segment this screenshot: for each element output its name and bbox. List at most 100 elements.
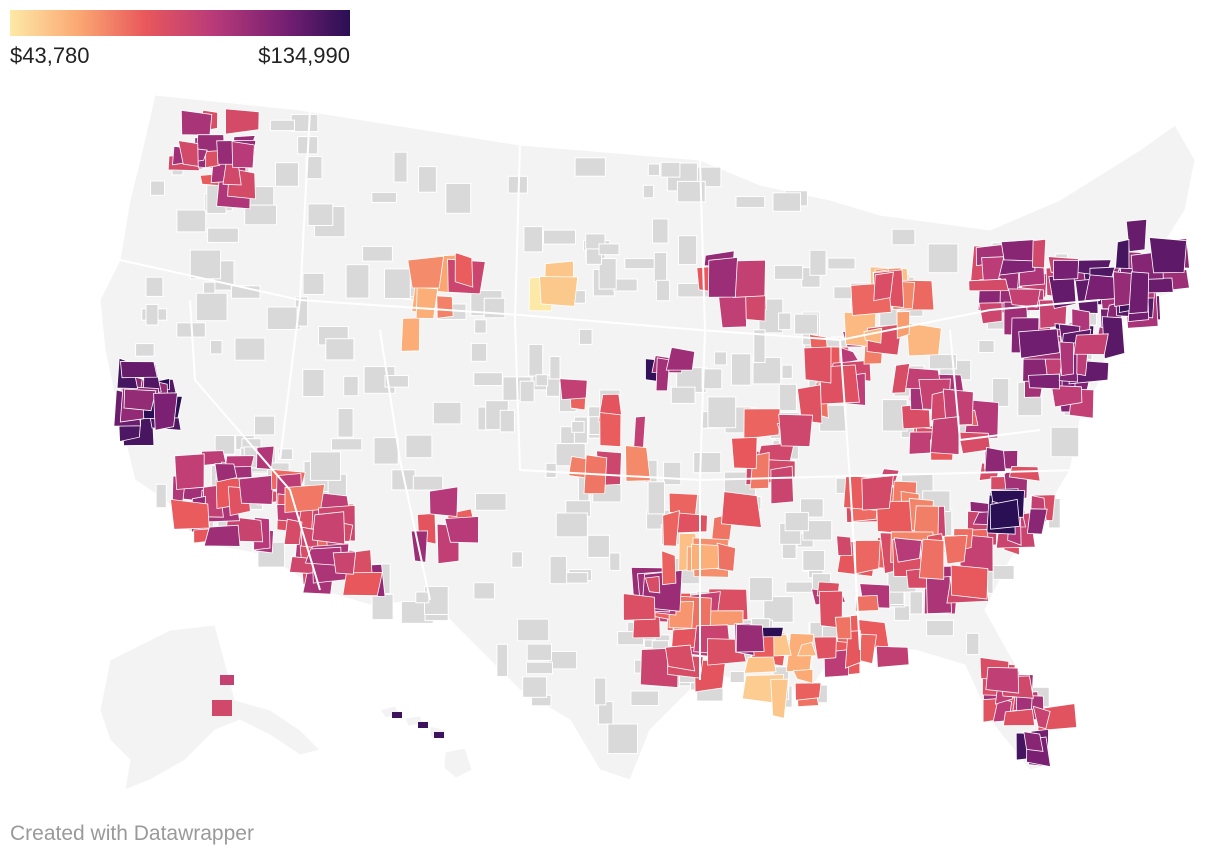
metro-area	[633, 415, 646, 451]
no-data-area	[528, 343, 544, 377]
metro-area	[407, 255, 445, 289]
metro-area	[743, 656, 777, 674]
metro-area	[957, 431, 991, 455]
no-data-area	[753, 329, 766, 363]
no-data-area	[778, 312, 792, 331]
no-data-area	[371, 191, 397, 203]
metro-area	[622, 593, 656, 621]
no-data-area	[474, 492, 507, 511]
metro-area	[238, 474, 275, 505]
metro-area	[1128, 271, 1150, 315]
no-data-area	[624, 258, 655, 270]
metro-area	[1050, 385, 1083, 408]
metro-areas	[113, 108, 1190, 768]
no-data-area	[613, 278, 638, 292]
no-data-area	[254, 415, 276, 436]
no-data-area	[525, 661, 554, 675]
no-data-area	[371, 593, 394, 621]
state-border	[513, 144, 701, 481]
no-data-area	[393, 151, 408, 183]
state-border	[699, 159, 707, 680]
state-border	[839, 339, 861, 651]
no-data-area	[891, 228, 916, 246]
no-data-area	[991, 378, 1010, 407]
metro-area	[1148, 237, 1188, 274]
metro-area	[875, 645, 910, 668]
no-data-area	[307, 203, 334, 226]
metro-area	[861, 475, 894, 511]
no-data-area	[474, 319, 487, 334]
no-data-area	[785, 581, 817, 593]
no-data-area	[549, 555, 568, 585]
no-data-area	[598, 258, 617, 290]
metro-area	[220, 675, 234, 685]
metro-area	[644, 575, 661, 594]
no-data-area	[310, 451, 341, 481]
metro-area	[429, 486, 459, 517]
metro-area	[256, 445, 275, 470]
state-border	[699, 469, 1081, 481]
metro-area	[1052, 259, 1080, 281]
metro-area	[942, 388, 974, 427]
no-data-area	[543, 229, 576, 245]
metro-area	[770, 465, 794, 505]
no-data-area	[585, 248, 602, 265]
metro-area	[1007, 288, 1041, 308]
no-data-area	[275, 162, 299, 187]
metro-area	[665, 346, 696, 371]
no-data-area	[730, 353, 752, 386]
metro-area	[283, 518, 303, 545]
metro-area	[794, 682, 822, 701]
no-data-area	[384, 268, 411, 299]
no-data-area	[773, 264, 804, 280]
state-border	[119, 259, 841, 341]
metro-area	[968, 278, 1010, 292]
metro-area	[1032, 238, 1047, 269]
metro-area	[174, 453, 205, 490]
no-data-area	[325, 338, 355, 361]
metro-area	[342, 571, 383, 597]
metro-area	[918, 538, 945, 580]
metro-area	[214, 463, 238, 483]
no-data-area	[473, 372, 503, 387]
no-data-area	[784, 511, 809, 532]
no-data-area	[827, 257, 856, 270]
state-border	[379, 329, 431, 601]
no-data-area	[266, 306, 298, 330]
metro-area	[1115, 239, 1130, 269]
metro-area	[655, 357, 671, 392]
no-data-area	[670, 386, 696, 404]
metro-area	[434, 732, 444, 738]
no-data-area	[607, 723, 638, 755]
metro-area	[170, 498, 210, 530]
metro-area	[120, 361, 158, 379]
metro-area	[1059, 341, 1074, 377]
metro-area	[943, 534, 968, 565]
no-data-area	[574, 157, 606, 177]
no-data-area	[909, 591, 923, 615]
metro-area	[735, 624, 765, 653]
metro-area	[978, 302, 1003, 325]
no-data-area	[966, 632, 980, 656]
no-data-area	[278, 448, 294, 460]
metro-area	[984, 446, 1007, 474]
no-data-area	[713, 351, 728, 366]
no-data-area	[729, 671, 745, 683]
no-data-area	[305, 156, 323, 180]
no-data-area	[415, 591, 430, 604]
no-data-area	[609, 552, 621, 571]
no-data-area	[337, 408, 354, 438]
no-data-area	[978, 340, 995, 353]
no-data-area	[555, 512, 588, 538]
no-data-area	[432, 401, 462, 425]
metro-area	[1032, 705, 1051, 730]
metro-area	[926, 574, 953, 615]
no-data-area	[445, 182, 472, 214]
state-border	[189, 299, 321, 591]
no-data-area	[269, 119, 295, 132]
no-data-area	[412, 475, 444, 491]
metro-area	[539, 276, 579, 307]
legend-min-label: $43,780	[10, 43, 90, 68]
no-data-area	[748, 576, 773, 602]
no-data-area	[526, 643, 553, 661]
